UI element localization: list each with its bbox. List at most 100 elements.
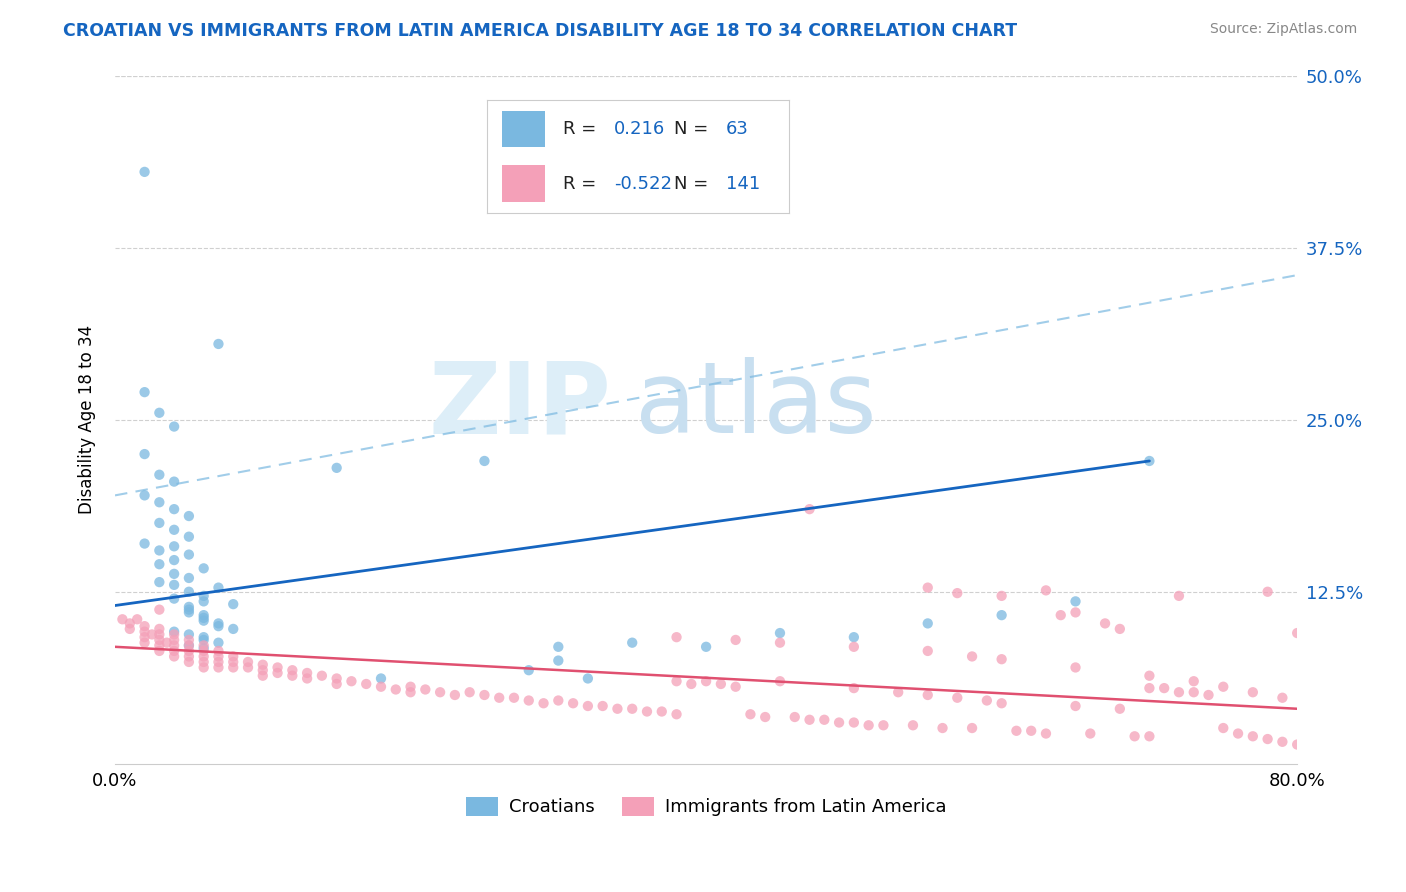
Point [1108, 702, 1130, 716]
Point [207, 616, 229, 631]
Point [163, 624, 186, 639]
Point [111, 612, 134, 626]
Point [148, 632, 170, 647]
Point [163, 502, 186, 516]
Point [141, 627, 163, 641]
Point [177, 644, 200, 658]
Point [222, 622, 245, 636]
Point [1182, 674, 1205, 689]
Point [1064, 606, 1087, 620]
Point [1123, 729, 1146, 743]
Point [1153, 681, 1175, 695]
Point [769, 674, 792, 689]
Point [177, 632, 200, 647]
Point [1271, 690, 1294, 705]
Point [193, 639, 215, 653]
Point [148, 543, 170, 558]
Point [163, 627, 186, 641]
Point [783, 710, 806, 724]
Point [266, 665, 288, 680]
Point [1064, 594, 1087, 608]
Point [1137, 669, 1160, 683]
Point [1064, 698, 1087, 713]
Point [134, 447, 156, 461]
Point [842, 715, 865, 730]
Point [576, 672, 599, 686]
Point [177, 606, 200, 620]
Point [134, 536, 156, 550]
Point [193, 660, 215, 674]
Point [1049, 608, 1071, 623]
Point [931, 721, 953, 735]
Point [207, 649, 229, 664]
Point [134, 385, 156, 400]
Point [429, 685, 451, 699]
Point [177, 639, 200, 653]
Point [163, 419, 186, 434]
Point [917, 688, 939, 702]
Point [547, 640, 569, 654]
Point [1168, 589, 1191, 603]
Point [665, 630, 688, 644]
Point [370, 680, 392, 694]
Point [148, 627, 170, 641]
Point [222, 655, 245, 669]
Point [769, 635, 792, 649]
Point [458, 685, 481, 699]
Point [193, 641, 215, 656]
Point [1286, 626, 1309, 640]
Point [207, 655, 229, 669]
Point [207, 581, 229, 595]
Point [547, 654, 569, 668]
Point [769, 626, 792, 640]
Point [1108, 622, 1130, 636]
Point [148, 639, 170, 653]
Point [946, 586, 969, 600]
Point [193, 655, 215, 669]
Point [517, 693, 540, 707]
Point [281, 663, 304, 677]
Point [193, 630, 215, 644]
Point [177, 584, 200, 599]
Point [148, 558, 170, 572]
Point [148, 622, 170, 636]
Point [1005, 723, 1028, 738]
Point [665, 674, 688, 689]
Point [621, 702, 644, 716]
Point [340, 674, 363, 689]
Point [325, 460, 347, 475]
Point [134, 165, 156, 179]
Point [651, 705, 673, 719]
Point [887, 685, 910, 699]
Point [533, 696, 555, 710]
Point [236, 660, 259, 674]
Point [193, 614, 215, 628]
Point [1035, 726, 1057, 740]
Point [665, 707, 688, 722]
Point [207, 619, 229, 633]
Point [1137, 454, 1160, 468]
Point [222, 597, 245, 611]
Point [207, 635, 229, 649]
Point [710, 677, 733, 691]
Point [842, 630, 865, 644]
Point [148, 495, 170, 509]
Point [828, 715, 851, 730]
Point [695, 640, 717, 654]
Point [207, 660, 229, 674]
Point [681, 677, 703, 691]
Point [252, 657, 274, 672]
Point [1078, 726, 1101, 740]
Point [872, 718, 894, 732]
Point [163, 523, 186, 537]
Point [163, 591, 186, 606]
Point [370, 672, 392, 686]
Point [1035, 583, 1057, 598]
Point [946, 690, 969, 705]
Point [1212, 721, 1234, 735]
Point [1137, 681, 1160, 695]
Point [266, 660, 288, 674]
Point [325, 677, 347, 691]
Point [311, 669, 333, 683]
Point [917, 644, 939, 658]
